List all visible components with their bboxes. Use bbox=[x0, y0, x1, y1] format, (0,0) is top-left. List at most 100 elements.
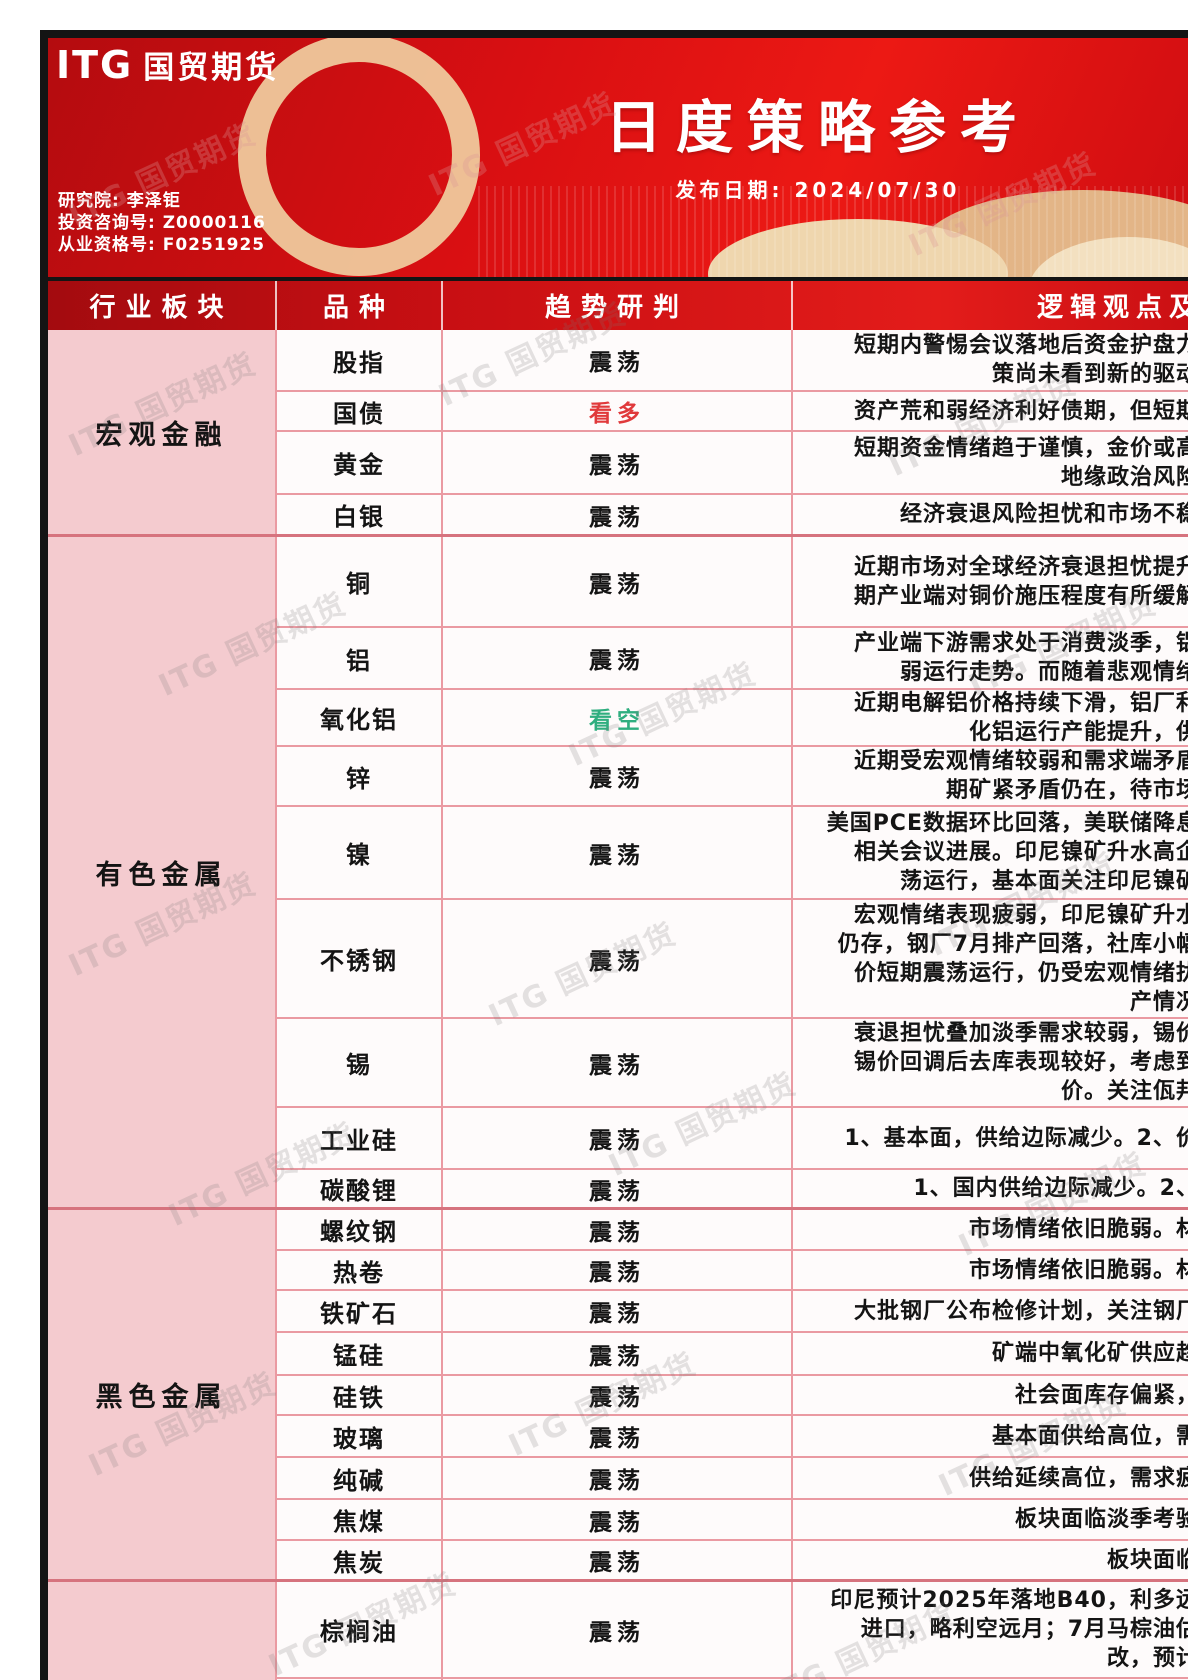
logic-cell: 印尼预计2025年落地B40，利多远 进口，略利空远月；7月马棕油估 改，预计 bbox=[793, 1582, 1188, 1677]
trend-cell: 看多 bbox=[443, 392, 793, 430]
variety-cell: 工业硅 bbox=[277, 1108, 443, 1168]
table-row: 玻璃 震荡 基本面供给高位，需 bbox=[277, 1414, 1188, 1456]
trend-cell: 震荡 bbox=[443, 1333, 793, 1374]
variety-cell: 镍 bbox=[277, 807, 443, 898]
logic-cell: 近期电解铝价格持续下滑，铝厂利 化铝运行产能提升，供 bbox=[793, 690, 1188, 745]
logic-cell: 美国PCE数据环比回落，美联储降息 相关会议进展。印尼镍矿升水高企 荡运行，基本… bbox=[793, 807, 1188, 898]
logic-text: 短期内警惕会议落地后资金护盘力 bbox=[853, 333, 1188, 358]
trend-cell: 震荡 bbox=[443, 1376, 793, 1414]
sector-label: 宏观金融 bbox=[48, 330, 277, 534]
table-row: 焦煤 震荡 板块面临淡季考验 bbox=[277, 1498, 1188, 1539]
variety-cell: 焦煤 bbox=[277, 1500, 443, 1539]
section-ferrous-metals: 黑色金属 螺纹钢 震荡 市场情绪依旧脆弱。材 热卷 震荡 市场情绪依旧脆弱。材 bbox=[48, 1207, 1188, 1579]
variety-cell: 氧化铝 bbox=[277, 690, 443, 745]
analyst-info: 研究院: 李泽钜 投资咨询号: Z0000116 从业资格号: F0251925 bbox=[58, 190, 266, 256]
table-row: 铁矿石 震荡 大批钢厂公布检修计划，关注钢厂 bbox=[277, 1289, 1188, 1331]
variety-cell: 铜 bbox=[277, 537, 443, 626]
logic-text: 进口，略利空远月；7月马棕油估 bbox=[860, 1617, 1188, 1642]
variety-cell: 黄金 bbox=[277, 432, 443, 493]
column-header-sector: 行业板块 bbox=[48, 281, 277, 330]
banner-table-divider bbox=[40, 277, 1188, 281]
logic-text: 近期电解铝价格持续下滑，铝厂利 bbox=[853, 690, 1188, 716]
variety-cell: 焦炭 bbox=[277, 1541, 443, 1579]
column-header-logic-label: 逻辑观点及 bbox=[1036, 293, 1188, 323]
table-row: 国债 看多 资产荒和弱经济利好债期，但短期 bbox=[277, 390, 1188, 430]
logic-text: 大批钢厂公布检修计划，关注钢厂 bbox=[853, 1298, 1188, 1324]
logic-text: 矿端中氧化矿供应趋 bbox=[991, 1341, 1188, 1366]
logic-text: 化铝运行产能提升，供 bbox=[968, 719, 1188, 745]
variety-cell: 热卷 bbox=[277, 1251, 443, 1289]
logic-text: 社会面库存偏紧， bbox=[1014, 1382, 1188, 1408]
table-body: 宏观金融 股指 震荡 短期内警惕会议落地后资金护盘力 策尚未看到新的驱动 国债 … bbox=[48, 330, 1188, 1680]
table-row: 铜 震荡 近期市场对全球经济衰退担忧提升 期产业端对铜价施压程度有所缓解 bbox=[277, 537, 1188, 626]
section-agricultural: 棕榈油 震荡 印尼预计2025年落地B40，利多远 进口，略利空远月；7月马棕油… bbox=[48, 1579, 1188, 1680]
logic-cell: 基本面供给高位，需 bbox=[793, 1416, 1188, 1456]
trend-cell: 震荡 bbox=[443, 1582, 793, 1677]
table-row: 镍 震荡 美国PCE数据环比回落，美联储降息 相关会议进展。印尼镍矿升水高企 荡… bbox=[277, 805, 1188, 898]
trend-cell: 看空 bbox=[443, 690, 793, 745]
trend-cell: 震荡 bbox=[443, 747, 793, 805]
variety-cell: 国债 bbox=[277, 392, 443, 430]
trend-cell: 震荡 bbox=[443, 537, 793, 626]
logic-text: 期产业端对铜价施压程度有所缓解 bbox=[853, 583, 1188, 609]
header-banner: ITG 国贸期货 日度策略参考 发布日期: 2024/07/30 研究院: 李泽… bbox=[48, 38, 1188, 277]
logic-text: 期矿紧矛盾仍在，待市场 bbox=[945, 778, 1188, 803]
logic-text: 产情况 bbox=[1129, 989, 1188, 1015]
table-row: 黄金 震荡 短期资金情绪趋于谨慎，金价或高 地缘政治风险 bbox=[277, 430, 1188, 493]
company-logo: ITG 国贸期货 bbox=[56, 42, 279, 87]
logic-text: 1、基本面，供给边际减少。2、价 bbox=[844, 1125, 1188, 1151]
logic-cell: 矿端中氧化矿供应趋 bbox=[793, 1333, 1188, 1374]
logic-cell: 产业端下游需求处于消费淡季，铝 弱运行走势。而随着悲观情绪 bbox=[793, 628, 1188, 688]
analyst-advisory-no-line: 投资咨询号: Z0000116 bbox=[58, 213, 266, 233]
logic-cell: 短期内警惕会议落地后资金护盘力 策尚未看到新的驱动 bbox=[793, 330, 1188, 390]
logic-cell: 短期资金情绪趋于谨慎，金价或高 地缘政治风险 bbox=[793, 432, 1188, 493]
trend-cell: 震荡 bbox=[443, 628, 793, 688]
logic-text: 弱运行走势。而随着悲观情绪 bbox=[899, 660, 1188, 685]
table-row: 锡 震荡 衰退担忧叠加淡季需求较弱，锡价 锡价回调后去库表现较好，考虑到 价。关… bbox=[277, 1017, 1188, 1106]
logic-cell: 资产荒和弱经济利好债期，但短期 bbox=[793, 392, 1188, 430]
logic-text: 策尚未看到新的驱动 bbox=[991, 362, 1188, 387]
trend-cell: 震荡 bbox=[443, 900, 793, 1017]
logic-text: 近期受宏观情绪较弱和需求端矛盾 bbox=[853, 749, 1188, 774]
logic-cell: 近期市场对全球经济衰退担忧提升 期产业端对铜价施压程度有所缓解 bbox=[793, 537, 1188, 626]
logic-cell: 近期受宏观情绪较弱和需求端矛盾 期矿紧矛盾仍在，待市场 bbox=[793, 747, 1188, 805]
frame-left-border bbox=[40, 30, 48, 1680]
logic-cell: 1、国内供给边际减少。2、 bbox=[793, 1170, 1188, 1207]
variety-cell: 纯碱 bbox=[277, 1458, 443, 1498]
logic-text: 印尼预计2025年落地B40，利多远 bbox=[830, 1588, 1188, 1613]
logic-text: 近期市场对全球经济衰退担忧提升 bbox=[853, 554, 1188, 580]
variety-cell: 玻璃 bbox=[277, 1416, 443, 1456]
stripe-texture-decoration bbox=[478, 186, 1188, 277]
logic-cell: 经济衰退风险担忧和市场不稳 bbox=[793, 495, 1188, 534]
table-row: 棕榈油 震荡 印尼预计2025年落地B40，利多远 进口，略利空远月；7月马棕油… bbox=[277, 1582, 1188, 1677]
logic-text: 基本面供给高位，需 bbox=[991, 1423, 1188, 1449]
table-row: 纯碱 震荡 供给延续高位，需求疲 bbox=[277, 1456, 1188, 1498]
logic-cell: 板块面临淡季考验 bbox=[793, 1500, 1188, 1539]
table-row: 锌 震荡 近期受宏观情绪较弱和需求端矛盾 期矿紧矛盾仍在，待市场 bbox=[277, 745, 1188, 805]
section-macro-finance: 宏观金融 股指 震荡 短期内警惕会议落地后资金护盘力 策尚未看到新的驱动 国债 … bbox=[48, 330, 1188, 534]
variety-cell: 铝 bbox=[277, 628, 443, 688]
table-row: 白银 震荡 经济衰退风险担忧和市场不稳 bbox=[277, 493, 1188, 534]
trend-cell: 震荡 bbox=[443, 1108, 793, 1168]
section-rows: 股指 震荡 短期内警惕会议落地后资金护盘力 策尚未看到新的驱动 国债 看多 资产… bbox=[277, 330, 1188, 534]
strategy-table: 行业板块 品种 趋势研判 逻辑观点及 宏观金融 股指 震荡 短期内警惕会议落地后… bbox=[48, 281, 1188, 1680]
logic-text: 市场情绪依旧脆弱。材 bbox=[968, 1217, 1188, 1242]
logic-text: 仍存，钢厂7月排产回落，社库小幅 bbox=[837, 931, 1188, 957]
logic-cell: 市场情绪依旧脆弱。材 bbox=[793, 1210, 1188, 1249]
logic-text: 美国PCE数据环比回落，美联储降息 bbox=[826, 811, 1188, 836]
variety-cell: 硅铁 bbox=[277, 1376, 443, 1414]
variety-cell: 棕榈油 bbox=[277, 1582, 443, 1677]
section-rows: 棕榈油 震荡 印尼预计2025年落地B40，利多远 进口，略利空远月；7月马棕油… bbox=[277, 1582, 1188, 1680]
column-header-trend: 趋势研判 bbox=[443, 281, 793, 330]
logic-text: 改，预计 bbox=[1106, 1646, 1188, 1671]
logic-text: 相关会议进展。印尼镍矿升水高企 bbox=[853, 840, 1188, 865]
table-row: 硅铁 震荡 社会面库存偏紧， bbox=[277, 1374, 1188, 1414]
section-rows: 螺纹钢 震荡 市场情绪依旧脆弱。材 热卷 震荡 市场情绪依旧脆弱。材 bbox=[277, 1210, 1188, 1579]
table-row: 热卷 震荡 市场情绪依旧脆弱。材 bbox=[277, 1249, 1188, 1289]
logic-cell: 1、基本面，供给边际减少。2、价 bbox=[793, 1108, 1188, 1168]
variety-cell: 锰硅 bbox=[277, 1333, 443, 1374]
logic-text: 短期资金情绪趋于谨慎，金价或高 bbox=[853, 435, 1188, 461]
trend-cell: 震荡 bbox=[443, 1500, 793, 1539]
column-header-variety: 品种 bbox=[277, 281, 443, 330]
